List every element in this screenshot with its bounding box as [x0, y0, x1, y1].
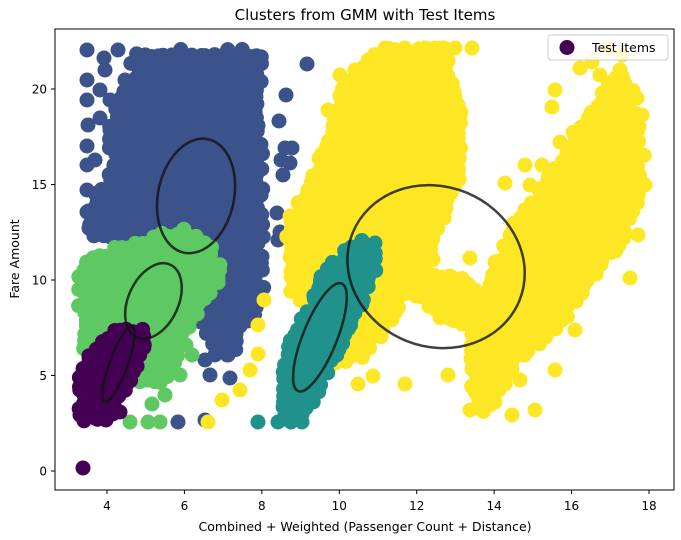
x-tick-label: 6	[181, 499, 189, 513]
x-axis-ticks: 4 6 8 10 12 14 16 18	[103, 490, 657, 513]
plot-area	[71, 40, 653, 476]
y-axis-label: Fare Amount	[7, 219, 22, 298]
x-tick-label: 12	[409, 499, 424, 513]
axes-frame	[54, 28, 675, 491]
y-tick-label: 20	[32, 83, 47, 97]
x-tick-label: 10	[332, 499, 347, 513]
y-tick-label: 15	[32, 178, 47, 192]
x-tick-label: 16	[564, 499, 579, 513]
gmm-ellipses	[101, 137, 526, 404]
y-axis-ticks: 0 5 10 15 20	[32, 83, 55, 479]
gmm-ellipse-teal	[291, 281, 349, 393]
legend-label: Test Items	[591, 40, 656, 55]
x-tick-label: 8	[258, 499, 266, 513]
legend: Test Items	[547, 34, 669, 61]
legend-marker-icon	[559, 40, 575, 55]
chart-title: Clusters from GMM with Test Items	[235, 6, 496, 24]
legend-box	[547, 34, 669, 61]
x-tick-label: 18	[641, 499, 656, 513]
x-axis-label: Combined + Weighted (Passenger Count + D…	[198, 519, 531, 534]
cluster-purple-points	[71, 321, 152, 476]
gmm-ellipse-yellow	[346, 183, 526, 350]
x-tick-label: 4	[103, 499, 111, 513]
y-tick-label: 10	[32, 274, 47, 288]
gmm-ellipse-green	[123, 261, 183, 341]
gmm-ellipse-purple	[101, 325, 136, 404]
y-tick-label: 5	[39, 369, 47, 383]
y-tick-label: 0	[39, 465, 47, 479]
gmm-ellipse-blue	[155, 137, 237, 255]
x-tick-label: 14	[487, 499, 502, 513]
